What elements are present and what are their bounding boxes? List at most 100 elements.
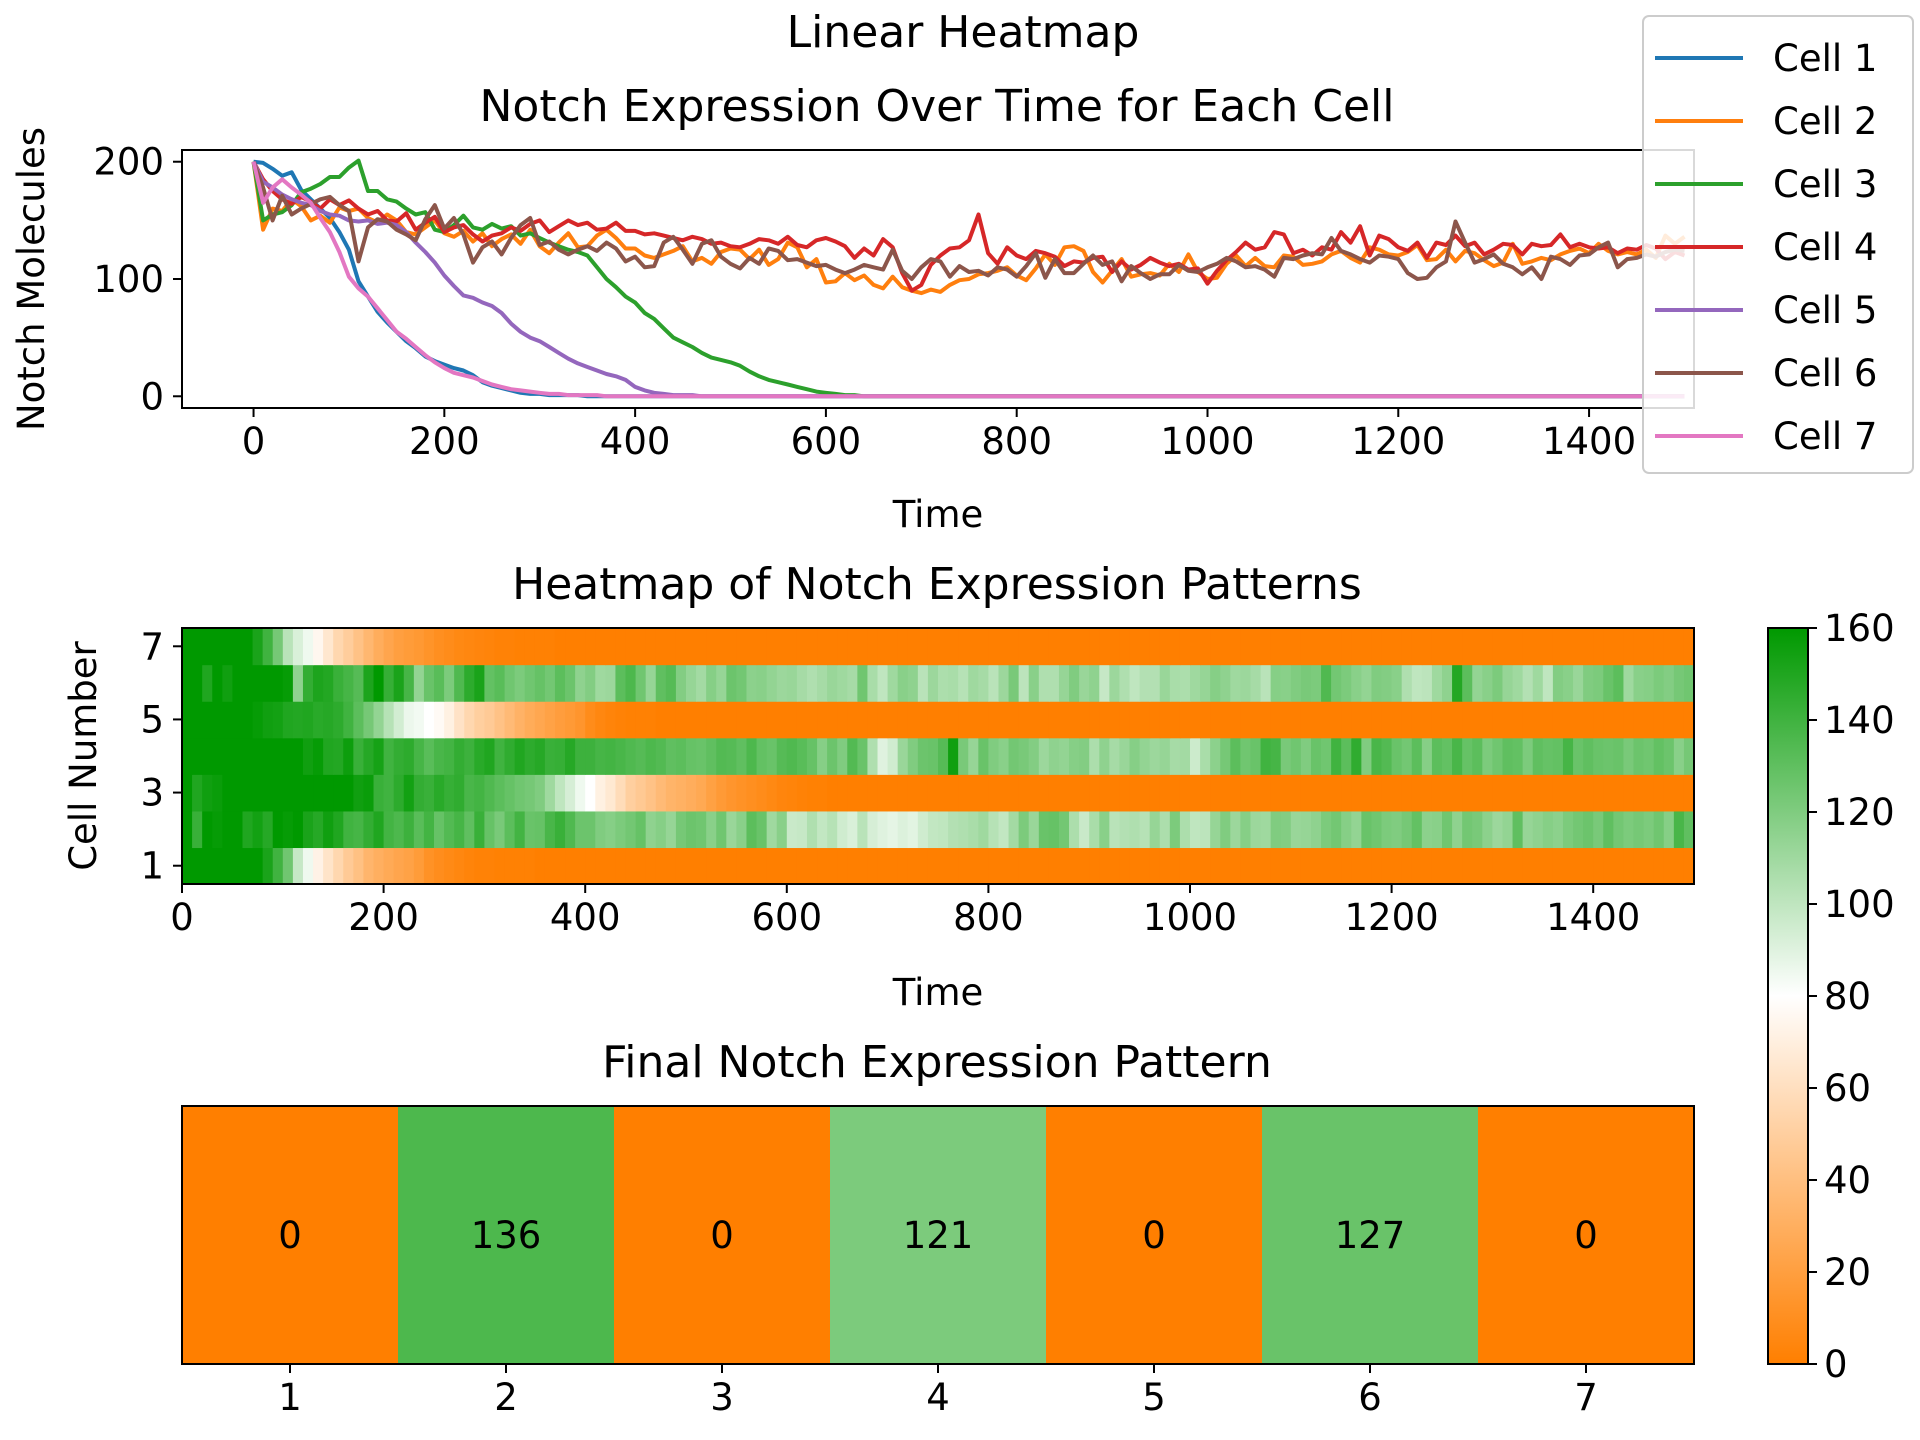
heatmap-cell	[464, 737, 475, 775]
heatmap-cell	[1623, 701, 1635, 739]
heatmap-cell	[373, 628, 385, 666]
heatmap-cell	[504, 810, 516, 849]
heatmap-cell	[1058, 810, 1070, 849]
heatmap-cell	[343, 774, 354, 812]
heatmap-cell	[968, 664, 979, 702]
heatmap-cell	[1220, 847, 1231, 885]
heatmap-cell	[746, 847, 758, 885]
heatmap-cell	[1492, 774, 1504, 812]
heatmap-cell	[212, 701, 223, 739]
heatmap-cell	[736, 774, 748, 812]
heatmap-cell	[1149, 664, 1161, 702]
heatmap-cell	[1462, 847, 1473, 885]
heatmap-cell	[958, 847, 969, 885]
heatmap-cell	[1321, 628, 1332, 666]
heatmap-cell	[182, 774, 193, 812]
heatmap-cell	[1089, 664, 1100, 702]
heatmap-cell	[1321, 847, 1332, 885]
heatmap-cell	[736, 701, 748, 739]
heatmap-cell	[1129, 701, 1141, 739]
series-line-cell-7	[251, 161, 1685, 399]
heatmap-cell	[635, 737, 647, 775]
legend-label-cell-3: Cell 3	[1773, 163, 1877, 206]
heatmap-cell	[988, 847, 1000, 885]
heatmap-cell	[484, 664, 496, 702]
heatmap-cell	[1310, 628, 1322, 666]
heatmap-cell	[1502, 664, 1514, 702]
colorbar-tick-label: 100	[1824, 883, 1895, 926]
heatmap-cell	[1341, 774, 1352, 812]
heatmap-cell	[686, 664, 697, 702]
heatmap-cell	[1361, 701, 1373, 739]
heatmap-cell	[423, 628, 435, 666]
heatmap-cell	[192, 737, 203, 775]
heatmap-cell	[1240, 737, 1252, 775]
heatmap-cell	[1119, 737, 1131, 775]
heatmap-cell	[827, 810, 838, 849]
heatmap-cell	[776, 810, 788, 849]
heatmap-cell	[867, 847, 879, 885]
heatmap-cell	[1442, 737, 1453, 775]
heatmap-cell	[1683, 664, 1695, 702]
heatmap-cell	[212, 628, 223, 666]
heatmap-cell	[514, 847, 526, 885]
heatmap-cell	[393, 664, 405, 702]
heatmap-cell	[1562, 810, 1574, 849]
heatmap-cell	[776, 847, 788, 885]
heatmap-y-tick-label: 7	[140, 625, 164, 668]
heatmap-cell	[232, 810, 244, 849]
heatmap-cell	[1381, 664, 1393, 702]
heatmap-cell	[1270, 701, 1282, 739]
heatmap-cell	[1401, 628, 1413, 666]
heatmap-cell	[383, 664, 395, 702]
heatmap-cell	[726, 810, 737, 849]
heatmap-cell	[766, 810, 778, 849]
heatmap-cell	[484, 774, 496, 812]
heatmap-cell	[1613, 810, 1625, 849]
heatmap-cell	[1210, 628, 1221, 666]
heatmap-cell	[1190, 774, 1201, 812]
heatmap-cell	[575, 847, 586, 885]
heatmap-cell	[1633, 847, 1645, 885]
heatmap-cell	[202, 701, 213, 739]
heatmap-cell	[242, 701, 254, 739]
heatmap-cell	[867, 664, 879, 702]
heatmap-cell	[1190, 810, 1201, 849]
heatmap-cell	[1210, 737, 1221, 775]
heatmap-cell	[665, 774, 677, 812]
heatmap-cell	[827, 701, 838, 739]
heatmap-cell	[494, 664, 506, 702]
heatmap-cell	[1099, 701, 1110, 739]
heatmap-cell	[1452, 737, 1463, 775]
heatmap-cell	[655, 774, 667, 812]
heatmap-cell	[363, 810, 375, 849]
heatmap-cell	[1663, 628, 1675, 666]
heatmap-y-tick-label: 3	[140, 772, 164, 815]
heatmap-cell	[1179, 664, 1191, 702]
heatmap-cell	[403, 847, 415, 885]
heatmap-cell	[262, 664, 274, 702]
heatmap-cell	[1159, 701, 1171, 739]
heatmap-cell	[887, 810, 899, 849]
heatmap-cell	[1058, 664, 1070, 702]
heatmap-cell	[1280, 847, 1292, 885]
heatmap-cell	[494, 737, 506, 775]
heatmap-cell	[1512, 628, 1524, 666]
final-pattern-value-label: 121	[903, 1214, 974, 1257]
legend-label-cell-7: Cell 7	[1773, 415, 1877, 458]
heatmap-y-axis: 1 3 5 7	[140, 625, 182, 888]
heatmap-cell	[1361, 774, 1373, 812]
heatmap-cell	[1038, 847, 1050, 885]
heatmap-cell	[565, 664, 576, 702]
heatmap-cell	[867, 810, 879, 849]
heatmap-cell	[655, 664, 667, 702]
heatmap-cell	[1079, 628, 1090, 666]
heatmap-cell	[1159, 664, 1171, 702]
heatmap-cell	[1069, 628, 1080, 666]
heatmap-cell	[1452, 774, 1463, 812]
heatmap-cell	[1149, 774, 1161, 812]
heatmap-cell	[383, 628, 395, 666]
heatmap-cell	[1532, 737, 1544, 775]
heatmap-cell	[1240, 664, 1252, 702]
line-x-tick-label: 1000	[1160, 420, 1254, 463]
